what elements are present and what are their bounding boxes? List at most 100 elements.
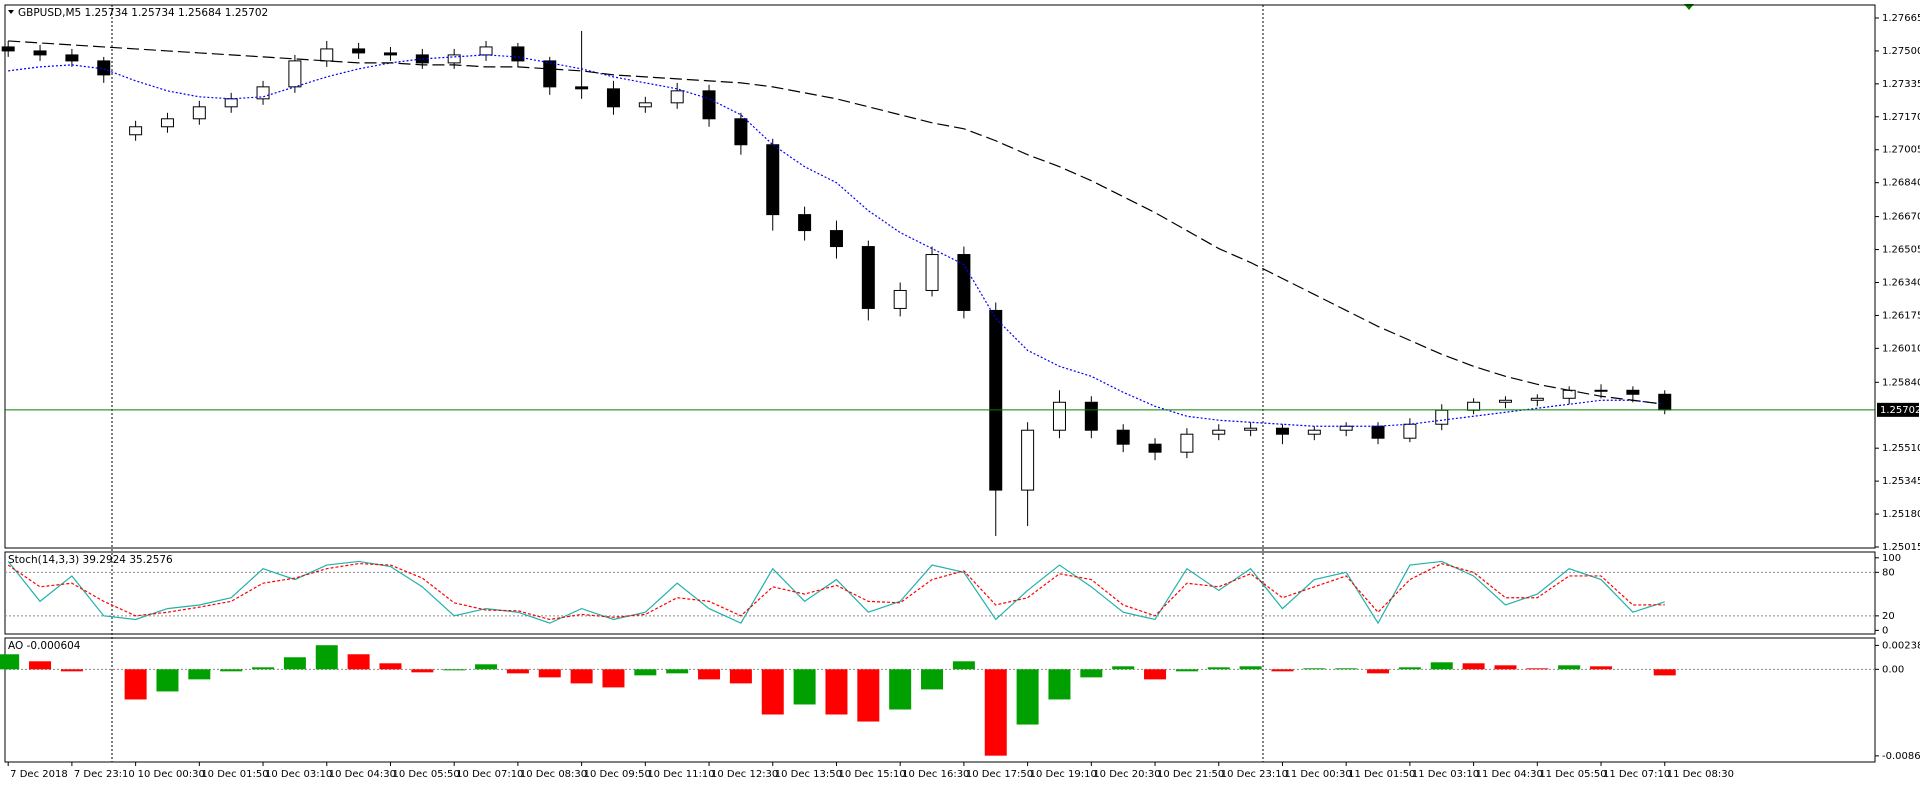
y-tick-label: 1.25015: [1882, 542, 1920, 553]
ao-bar: [60, 669, 83, 672]
candle-body: [798, 214, 812, 232]
y-tick-label: 0: [1882, 625, 1888, 636]
candle-body: [1084, 401, 1098, 431]
y-tick-label: 1.25510: [1882, 443, 1920, 454]
y-tick-label: 1.26010: [1882, 343, 1920, 354]
panel-title: AO -0.000604: [8, 640, 81, 652]
y-tick-label: 1.26175: [1882, 310, 1920, 321]
candle-body: [224, 98, 238, 108]
y-tick-label: 1.25840: [1882, 377, 1920, 388]
x-tick-label: 10 Dec 19:10: [1030, 769, 1097, 780]
ao-bar: [538, 669, 561, 678]
candle-body: [829, 230, 843, 248]
ao-bar: [220, 669, 243, 672]
x-tick-label: 10 Dec 11:10: [647, 769, 714, 780]
ao-bar: [570, 669, 593, 684]
stoch-line: [7, 562, 1665, 621]
ao-bar: [506, 669, 529, 674]
candle-body: [352, 48, 366, 54]
ao-bar: [252, 667, 275, 670]
x-tick-label: 10 Dec 05:50: [392, 769, 459, 780]
ao-bar: [1398, 667, 1421, 670]
y-tick-label: 0.00: [1882, 664, 1904, 675]
ao-bar: [793, 669, 816, 705]
candle-body: [638, 102, 652, 108]
ao-bar: [1430, 662, 1453, 670]
candle-body: [65, 54, 79, 62]
ao-bar: [952, 661, 975, 670]
candle-body: [288, 60, 302, 88]
ao-bar: [29, 661, 52, 670]
x-tick-label: 10 Dec 12:30: [711, 769, 778, 780]
ao-bar: [1207, 667, 1230, 670]
ao-bar: [283, 657, 306, 670]
candle-body: [160, 118, 174, 128]
x-tick-label: 10 Dec 03:10: [265, 769, 332, 780]
last-price-label: 1.25702: [1880, 405, 1920, 416]
ao-bar: [825, 669, 848, 715]
candle-body: [1626, 389, 1640, 395]
candle-body: [320, 48, 334, 62]
y-tick-label: 100: [1882, 553, 1901, 564]
candle-body: [1116, 429, 1130, 445]
candle-body: [1021, 429, 1035, 491]
candle-body: [1244, 427, 1258, 431]
candle-body: [129, 126, 143, 136]
ao-bar: [1048, 669, 1071, 700]
ao-bar: [921, 669, 944, 690]
candle-body: [893, 289, 907, 309]
candle-body: [1498, 399, 1512, 403]
candle-body: [1371, 425, 1385, 439]
candle-body: [766, 144, 780, 216]
x-tick-label: 11 Dec 08:30: [1667, 769, 1734, 780]
y-tick-label: 1.27170: [1882, 112, 1920, 123]
candle-body: [97, 60, 111, 76]
panel-title: GBPUSD,M5 1.25734 1.25734 1.25684 1.2570…: [18, 7, 268, 19]
ao-bar: [156, 669, 179, 692]
ao-bar: [1367, 669, 1390, 674]
candle-body: [575, 86, 589, 90]
y-tick-label: 1.25345: [1882, 476, 1920, 487]
candle-body: [1594, 389, 1608, 392]
ao-bar: [1494, 665, 1517, 670]
x-tick-label: 10 Dec 15:10: [838, 769, 905, 780]
ao-bar: [1175, 669, 1198, 672]
candle-body: [192, 106, 206, 120]
candle-body: [702, 90, 716, 120]
candle-body: [511, 46, 525, 62]
ao-bar: [1653, 669, 1676, 676]
y-tick-label: 1.26840: [1882, 178, 1920, 189]
ao-bar: [1080, 669, 1103, 678]
x-tick-label: 10 Dec 00:30: [138, 769, 205, 780]
candle-body: [479, 46, 493, 56]
x-tick-label: 11 Dec 01:50: [1348, 769, 1415, 780]
ao-bar: [602, 669, 625, 688]
ao-bar: [475, 664, 498, 670]
candle-body: [1212, 429, 1226, 435]
x-tick-label: 7 Dec 23:10: [74, 769, 135, 780]
ao-bar: [347, 654, 370, 670]
candle-body: [383, 52, 397, 56]
x-tick-label: 10 Dec 13:50: [775, 769, 842, 780]
y-tick-label: 1.25180: [1882, 509, 1920, 520]
ao-bar: [1526, 668, 1549, 670]
candle-body: [543, 60, 557, 88]
ao-bar: [1462, 663, 1485, 670]
ao-bar: [1303, 668, 1326, 670]
last-price-box: [1877, 402, 1919, 417]
candle-body: [1562, 389, 1576, 399]
ao-bar: [379, 663, 402, 670]
x-tick-label: 10 Dec 20:30: [1093, 769, 1160, 780]
panel-title: Stoch(14,3,3) 39.2924 35.2576: [8, 554, 173, 566]
y-tick-label: 1.27005: [1882, 145, 1920, 156]
candle-body: [1180, 433, 1194, 453]
x-tick-label: 10 Dec 09:50: [584, 769, 651, 780]
ao-bar: [1271, 669, 1294, 672]
candle-body: [1275, 427, 1289, 435]
candle-body: [1435, 409, 1449, 425]
panel-frame: [4, 551, 1876, 635]
x-tick-label: 11 Dec 03:10: [1412, 769, 1479, 780]
ao-bar: [188, 669, 211, 680]
moving-average: [8, 40, 1665, 405]
